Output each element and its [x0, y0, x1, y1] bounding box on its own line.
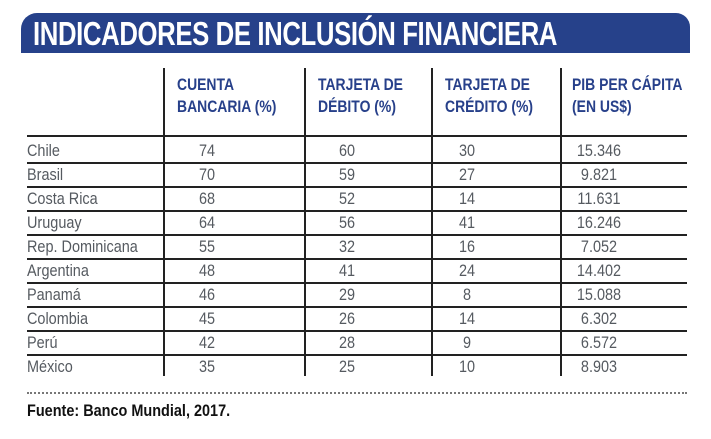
country-cell: México — [27, 357, 73, 376]
title-banner: INDICADORES DE INCLUSIÓN FINANCIERA — [21, 13, 690, 53]
pib-cell: 7.052 — [580, 237, 618, 256]
column-divider — [431, 136, 433, 376]
table-header: CUENTA BANCARIA (%) TARJETA DE DÉBITO (%… — [27, 68, 687, 137]
cuenta-cell: 74 — [198, 141, 216, 160]
credito-cell: 27 — [458, 165, 476, 184]
debito-cell: 29 — [338, 285, 356, 304]
dotted-separator — [27, 392, 687, 394]
pib-cell: 15.088 — [576, 285, 622, 304]
debito-cell: 25 — [338, 357, 356, 376]
debito-cell: 28 — [338, 333, 356, 352]
country-cell: Brasil — [27, 165, 64, 184]
pib-cell: 9.821 — [580, 165, 618, 184]
table-row: Brasil 70 59 27 9.821 — [27, 164, 687, 188]
country-cell: Rep. Dominicana — [27, 237, 138, 256]
credito-cell: 10 — [458, 357, 476, 376]
table-row: Rep. Dominicana 55 32 16 7.052 — [27, 236, 687, 260]
column-header-line: CUENTA — [177, 75, 235, 94]
column-divider — [304, 136, 306, 376]
column-header-line: CRÉDITO (%) — [445, 97, 534, 116]
column-divider — [304, 68, 306, 136]
table-row: Uruguay 64 56 41 16.246 — [27, 212, 687, 236]
country-cell: Costa Rica — [27, 189, 98, 208]
pib-cell: 15.346 — [576, 141, 622, 160]
country-cell: Chile — [27, 141, 60, 160]
column-header-pib: PIB PER CÁPITA (EN US$) — [572, 74, 683, 118]
country-cell: Argentina — [27, 261, 89, 280]
credito-cell: 16 — [458, 237, 476, 256]
column-divider — [560, 136, 562, 376]
column-header-line: TARJETA DE — [318, 75, 403, 94]
pib-cell: 14.402 — [576, 261, 622, 280]
country-cell: Panamá — [27, 285, 81, 304]
credito-cell: 30 — [458, 141, 476, 160]
cuenta-cell: 70 — [198, 165, 216, 184]
column-header-line: TARJETA DE — [445, 75, 530, 94]
column-header-credito: TARJETA DE CRÉDITO (%) — [445, 74, 533, 118]
column-divider — [560, 68, 562, 136]
pib-cell: 8.903 — [580, 357, 618, 376]
debito-cell: 56 — [338, 213, 356, 232]
credito-cell: 8 — [462, 285, 472, 304]
column-divider — [163, 136, 165, 376]
country-cell: Uruguay — [27, 213, 82, 232]
debito-cell: 41 — [338, 261, 356, 280]
pib-cell: 6.572 — [580, 333, 618, 352]
debito-cell: 60 — [338, 141, 356, 160]
country-cell: Colombia — [27, 309, 89, 328]
table-row: Colombia 45 26 14 6.302 — [27, 308, 687, 332]
cuenta-cell: 45 — [198, 309, 216, 328]
table-title: INDICADORES DE INCLUSIÓN FINANCIERA — [33, 15, 558, 52]
cuenta-cell: 55 — [198, 237, 216, 256]
column-divider — [163, 68, 165, 136]
credito-cell: 14 — [458, 309, 476, 328]
country-cell: Perú — [27, 333, 58, 352]
pib-cell: 6.302 — [580, 309, 618, 328]
pib-cell: 16.246 — [576, 213, 622, 232]
column-header-line: PIB PER CÁPITA — [572, 75, 683, 94]
cuenta-cell: 46 — [198, 285, 216, 304]
column-header-line: DÉBITO (%) — [318, 97, 396, 116]
credito-cell: 41 — [458, 213, 476, 232]
table-row: México 35 25 10 8.903 — [27, 356, 687, 378]
cuenta-cell: 48 — [198, 261, 216, 280]
cuenta-cell: 42 — [198, 333, 216, 352]
debito-cell: 59 — [338, 165, 356, 184]
debito-cell: 32 — [338, 237, 356, 256]
column-header-debito: TARJETA DE DÉBITO (%) — [318, 74, 403, 118]
cuenta-cell: 35 — [198, 357, 216, 376]
debito-cell: 52 — [338, 189, 356, 208]
column-header-line: BANCARIA (%) — [177, 97, 277, 116]
credito-cell: 14 — [458, 189, 476, 208]
table-row: Costa Rica 68 52 14 11.631 — [27, 188, 687, 212]
pib-cell: 11.631 — [577, 189, 621, 208]
source-note: Fuente: Banco Mundial, 2017. — [27, 401, 231, 420]
table-row: Argentina 48 41 24 14.402 — [27, 260, 687, 284]
table-row: Chile 74 60 30 15.346 — [27, 140, 687, 164]
debito-cell: 26 — [338, 309, 356, 328]
credito-cell: 24 — [458, 261, 476, 280]
table-row: Panamá 46 29 8 15.088 — [27, 284, 687, 308]
cuenta-cell: 64 — [198, 213, 216, 232]
credito-cell: 9 — [462, 333, 472, 352]
table-row: Perú 42 28 9 6.572 — [27, 332, 687, 356]
cuenta-cell: 68 — [198, 189, 216, 208]
column-divider — [431, 68, 433, 136]
column-header-cuenta: CUENTA BANCARIA (%) — [177, 74, 276, 118]
column-header-line: (EN US$) — [572, 97, 632, 116]
